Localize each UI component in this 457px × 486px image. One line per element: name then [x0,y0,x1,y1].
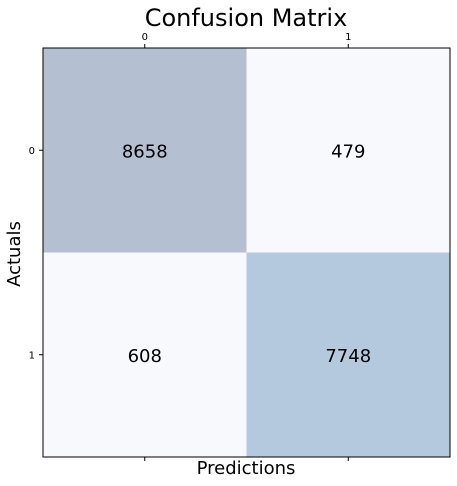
plot-frame [42,47,451,458]
x-tick-label-0: 0 [142,32,148,43]
x-axis-label: Predictions [197,458,296,479]
matrix-cell-label-0-1: 479 [331,141,365,162]
matrix-cell-1-0 [43,252,247,457]
matrix-cell-0-0 [43,48,247,253]
matrix-cell-1-1 [246,252,450,457]
y-tick-label-1: 1 [29,350,35,361]
y-axis-label: Actuals [4,221,25,287]
x-tick-label-1: 1 [345,32,351,43]
matrix-cell-label-1-1: 7748 [325,346,371,367]
y-tick-label-0: 0 [29,146,35,157]
plot-area: 8658 479 608 7748 0 1 0 1 [29,32,451,461]
matrix-cell-label-1-0: 608 [128,346,162,367]
matrix-cell-label-0-0: 8658 [122,141,168,162]
matrix-cell-0-1 [246,48,450,253]
chart-title: Confusion Matrix [145,4,348,32]
